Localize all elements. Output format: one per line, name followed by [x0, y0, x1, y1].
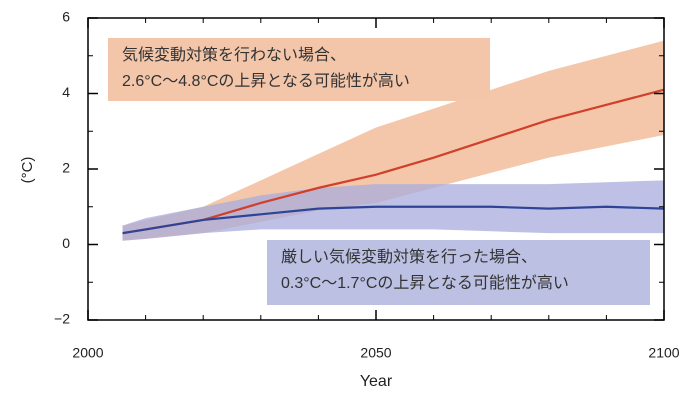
y-tick-label: 0 — [62, 235, 70, 251]
x-tick-label: 2100 — [648, 345, 679, 361]
annotation-box — [267, 240, 650, 305]
annotation-box — [108, 38, 490, 101]
annotation-text: 0.3°C～1.7°Cの上昇となる可能性が高い — [281, 274, 569, 292]
uncertainty-band — [122, 40, 664, 241]
y-axis-label: (°C) — [19, 157, 36, 184]
x-tick-label: 2000 — [72, 345, 103, 361]
y-tick-label: 4 — [62, 84, 70, 100]
y-tick-label: 6 — [62, 9, 70, 25]
x-tick-label: 2050 — [360, 345, 391, 361]
annotation-text: 2.6°C～4.8°Cの上昇となる可能性が高い — [122, 72, 410, 90]
annotation-text: 厳しい気候変動対策を行った場合、 — [281, 248, 537, 266]
annotation-text: 気候変動対策を行わない場合、 — [122, 46, 346, 64]
mean-line — [122, 205, 665, 235]
uncertainty-band — [122, 180, 664, 241]
y-tick-label: 2 — [62, 160, 70, 176]
y-tick-label: −2 — [54, 311, 70, 327]
x-axis-label: Year — [360, 373, 393, 390]
